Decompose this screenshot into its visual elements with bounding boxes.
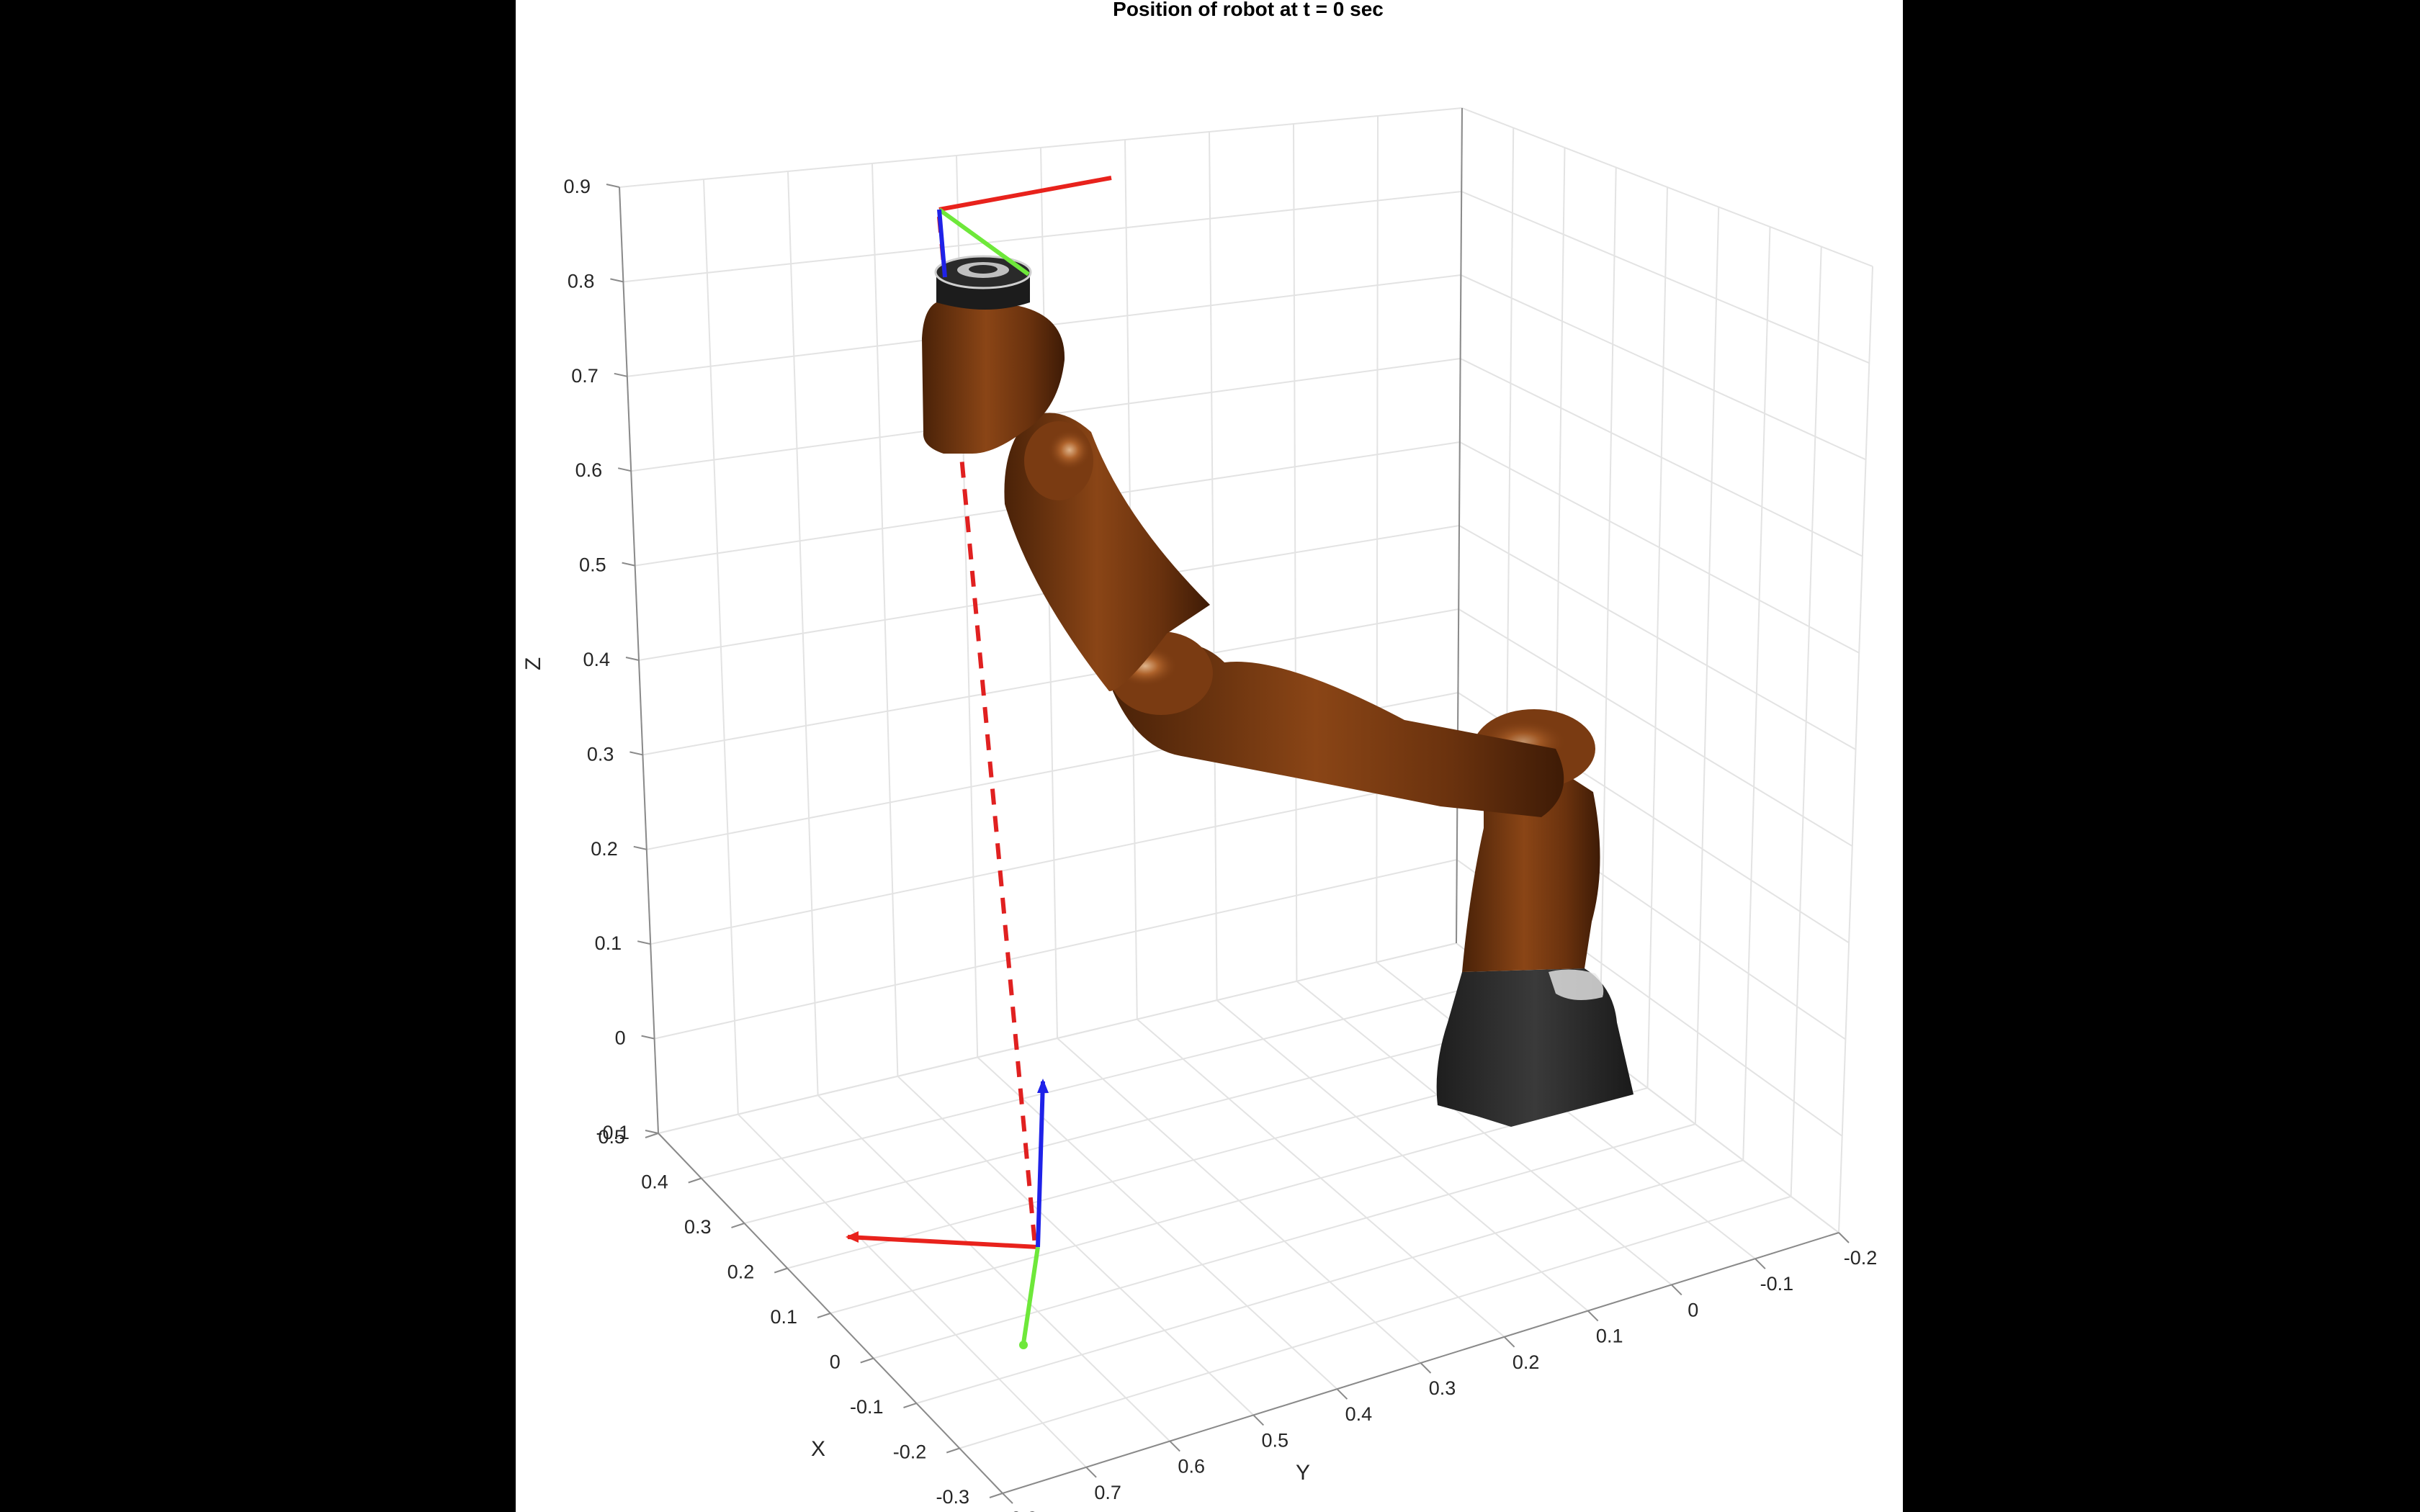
- x-tick-label: -0.2: [893, 1441, 927, 1463]
- robot-link-2: [1113, 643, 1564, 817]
- z-tick-label: 0.1: [595, 932, 622, 954]
- x-tick-label: -0.1: [850, 1396, 884, 1418]
- y-tick-labels: 0.8 0.7 0.6 0.5 0.4 0.3 0.2 0.1 0 -0.1 -0.2: [1002, 1232, 1878, 1512]
- y-tick-label: -0.1: [1760, 1273, 1794, 1295]
- x-axis-label: X: [811, 1437, 825, 1461]
- x-tick-labels: -0.3 -0.2 -0.1 0 0.1 0.2 0.3 0.4 0.5: [598, 1126, 1003, 1508]
- y-tick-label: 0.1: [1596, 1326, 1623, 1347]
- base-x-axis: [847, 1235, 1039, 1249]
- ee-y-axis: [938, 207, 1030, 276]
- base-frame-triad: [846, 1079, 1049, 1349]
- axis-box: [619, 107, 1839, 1494]
- z-tick-label: 0.2: [591, 838, 618, 860]
- x-tick-label: 0.5: [598, 1126, 625, 1148]
- y-tick-label: 0.5: [1262, 1429, 1289, 1451]
- z-tick-label: 0.5: [579, 554, 606, 576]
- z-tick-label: 0.3: [587, 743, 614, 765]
- z-tick-label: 0.8: [568, 270, 595, 292]
- z-tick-label: 0.7: [571, 365, 599, 387]
- robot-base: [1436, 968, 1634, 1127]
- z-tick-label: 0.6: [575, 459, 603, 481]
- robot-link-4: [922, 302, 1065, 454]
- y-axis-label: Y: [1296, 1461, 1310, 1485]
- ee-x-axis: [938, 176, 1112, 212]
- y-tick-label: 0.6: [1178, 1456, 1205, 1477]
- y-tick-label: 0.7: [1094, 1482, 1121, 1503]
- y-tick-label: 0.2: [1512, 1351, 1540, 1373]
- ee-z-axis: [937, 209, 947, 278]
- z-tick-label: -0.1: [596, 1122, 629, 1143]
- y-tick-label: 0: [1688, 1299, 1698, 1320]
- robot-arm: [922, 255, 1634, 1127]
- y-tick-label: -0.2: [1844, 1247, 1878, 1269]
- x-tick-label: 0: [830, 1351, 841, 1373]
- y-tick-label: 0.8: [1010, 1508, 1038, 1512]
- base-z-axis: [1036, 1081, 1045, 1248]
- x-tick-label: 0.1: [770, 1306, 797, 1328]
- z-tick-label: 0.4: [583, 649, 610, 670]
- z-tick-label: 0: [615, 1027, 626, 1049]
- z-axis-label: Z: [521, 657, 545, 670]
- z-tick-label: 0.9: [563, 176, 591, 197]
- base-y-axis: [1021, 1246, 1040, 1344]
- x-tick-label: 0.2: [727, 1261, 755, 1283]
- x-tick-label: 0.4: [641, 1171, 668, 1193]
- x-tick-label: -0.3: [936, 1486, 969, 1508]
- grid-lines: [619, 107, 1873, 1494]
- z-tick-labels: -0.1 0 0.1 0.2 0.3 0.4 0.5 0.6 0.7 0.8 0.9: [563, 176, 659, 1143]
- end-effector-frame-triad: [937, 176, 1112, 278]
- chart-title: Position of robot at t = 0 sec: [1113, 0, 1384, 20]
- y-tick-label: 0.3: [1429, 1377, 1456, 1399]
- y-tick-label: 0.4: [1345, 1403, 1373, 1425]
- x-tick-label: 0.3: [684, 1216, 712, 1238]
